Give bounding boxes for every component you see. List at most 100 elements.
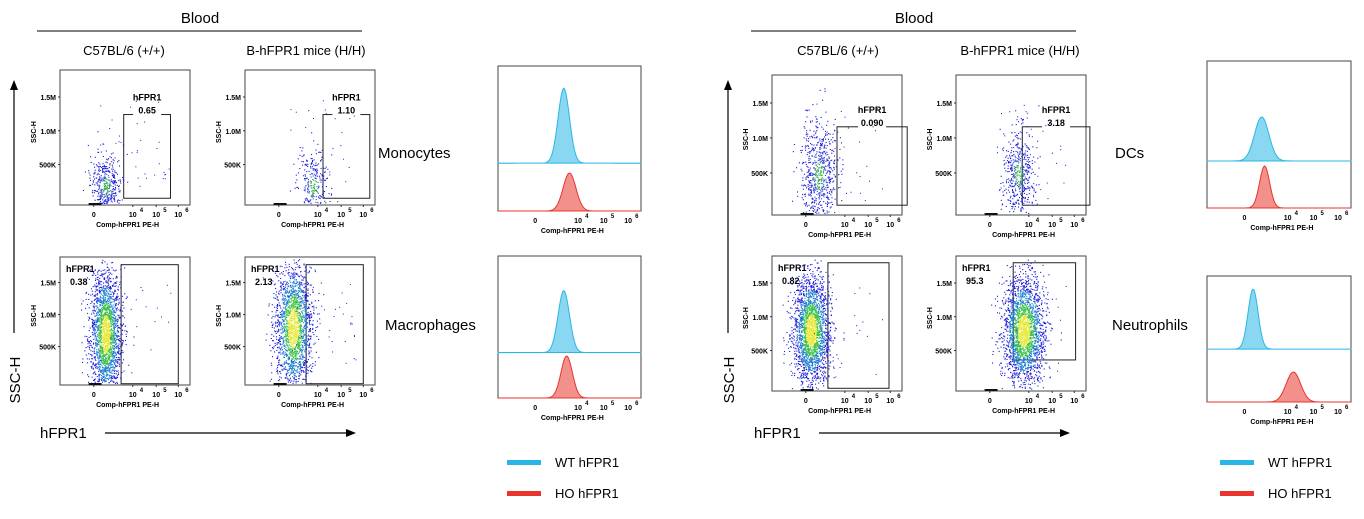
event-dot (119, 340, 120, 341)
event-dot (295, 354, 296, 355)
event-dot (318, 193, 319, 194)
event-dot (114, 356, 115, 357)
event-dot (105, 368, 106, 369)
event-dot (279, 352, 280, 353)
event-dot (303, 338, 304, 339)
event-dot (92, 322, 93, 323)
event-dot (310, 181, 311, 182)
event-dot (313, 198, 314, 199)
event-dot (116, 378, 117, 379)
event-dot (311, 154, 312, 155)
event-dot (104, 186, 105, 187)
event-dot (170, 293, 171, 294)
event-dot (87, 362, 88, 363)
event-dot (90, 354, 91, 355)
event-dot (119, 359, 120, 360)
event-dot (97, 196, 98, 197)
event-dot (292, 324, 293, 325)
event-dot (280, 290, 281, 291)
event-dot (89, 279, 90, 280)
event-dot (91, 301, 92, 302)
event-dot (105, 348, 106, 349)
event-dot (286, 329, 287, 330)
event-dot (123, 340, 124, 341)
event-dot (306, 297, 307, 298)
event-dot (116, 309, 117, 310)
event-dot (291, 352, 292, 353)
event-dot (102, 310, 103, 311)
event-dot (316, 169, 317, 170)
event-dot (802, 180, 803, 181)
event-dot (298, 338, 299, 339)
event-dot (277, 319, 278, 320)
event-dot (88, 353, 89, 354)
event-dot (96, 351, 97, 352)
event-dot (91, 346, 92, 347)
event-dot (308, 347, 309, 348)
event-dot (99, 318, 100, 319)
event-dot (823, 196, 824, 197)
event-dot (811, 150, 812, 151)
event-dot (111, 200, 112, 201)
event-dot (110, 298, 111, 299)
event-dot (83, 326, 84, 327)
event-dot (819, 180, 820, 181)
event-dot (99, 378, 100, 379)
x-tick-exponent: 6 (370, 208, 374, 214)
event-dot (114, 337, 115, 338)
event-dot (282, 328, 283, 329)
event-dot (289, 300, 290, 301)
x-tick-exponent: 4 (140, 208, 144, 214)
event-dot (281, 377, 282, 378)
event-dot (297, 304, 298, 305)
x-axis-main-label: hFPR1 (754, 425, 801, 442)
event-dot (316, 307, 317, 308)
event-dot (310, 166, 311, 167)
event-dot (306, 327, 307, 328)
event-dot (277, 331, 278, 332)
event-dot (159, 142, 160, 143)
event-dot (814, 137, 815, 138)
event-dot (111, 360, 112, 361)
event-dot (288, 382, 289, 383)
event-dot (105, 313, 106, 314)
event-dot (99, 344, 100, 345)
event-dot (89, 337, 90, 338)
event-dot (94, 173, 95, 174)
event-dot (305, 345, 306, 346)
event-dot (301, 280, 302, 281)
event-dot (111, 328, 112, 329)
event-dot (89, 307, 90, 308)
event-dot (335, 309, 336, 310)
event-dot (284, 312, 285, 313)
event-dot (300, 309, 301, 310)
event-dot (284, 304, 285, 305)
cell-type-label: DCs (1115, 145, 1144, 162)
event-dot (103, 354, 104, 355)
event-dot (92, 275, 93, 276)
y-tick-label: 1.5M (752, 101, 768, 108)
event-dot (294, 368, 295, 369)
event-dot (88, 170, 89, 171)
event-dot (102, 371, 103, 372)
event-dot (297, 358, 298, 359)
event-dot (291, 333, 292, 334)
event-dot (104, 379, 105, 380)
event-dot (276, 291, 277, 292)
event-dot (806, 166, 807, 167)
event-dot (113, 193, 114, 194)
event-dot (95, 319, 96, 320)
event-dot (121, 344, 122, 345)
event-dot (100, 287, 101, 288)
event-dot (120, 341, 121, 342)
x-axis-title: Comp-hFPR1 PE-H (281, 222, 344, 229)
event-dot (99, 188, 100, 189)
event-dot (103, 156, 104, 157)
event-dot (290, 313, 291, 314)
event-dot (95, 345, 96, 346)
event-dot (291, 362, 292, 363)
event-dot (291, 355, 292, 356)
event-dot (112, 165, 113, 166)
event-dot (114, 367, 115, 368)
event-dot (97, 272, 98, 273)
